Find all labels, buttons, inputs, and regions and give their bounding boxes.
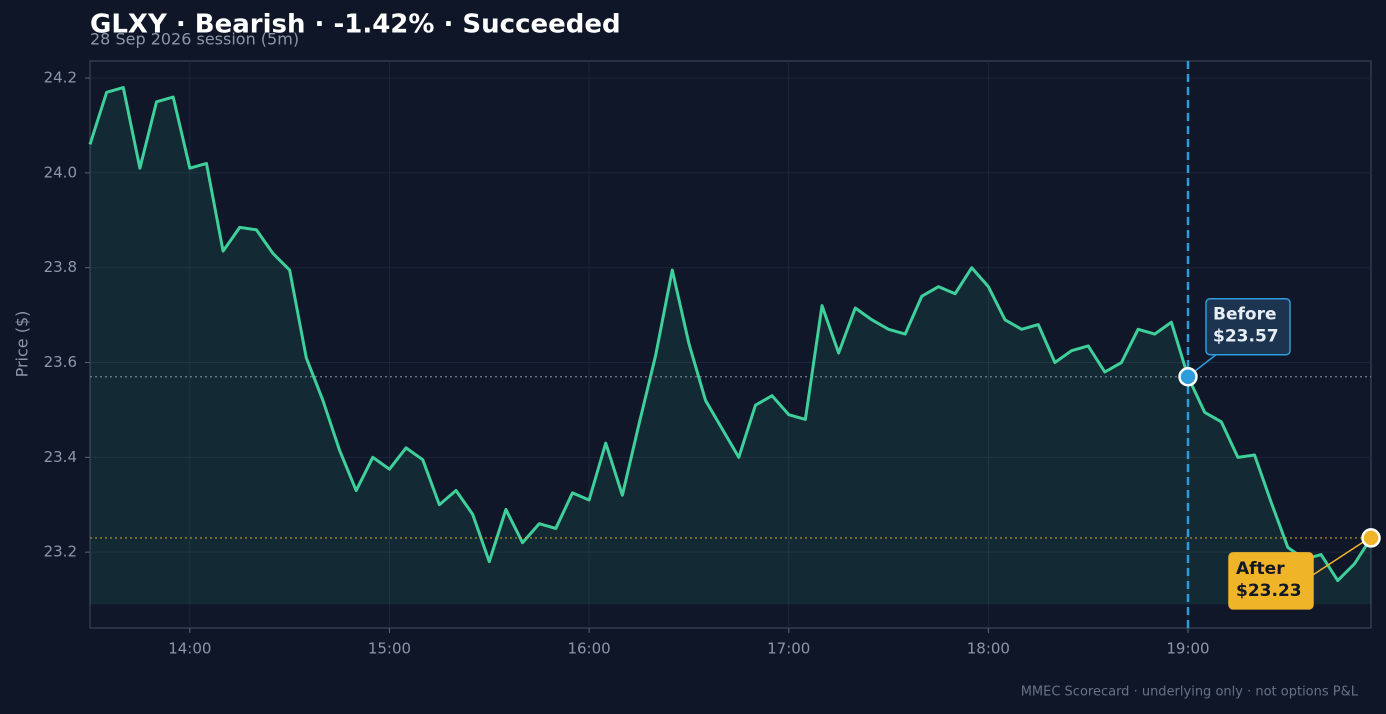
y-tick-label: 24.2 xyxy=(44,69,77,87)
y-tick-label: 23.2 xyxy=(44,543,77,561)
annotation-value: $23.23 xyxy=(1236,581,1302,601)
x-tick-label: 18:00 xyxy=(967,640,1010,658)
line xyxy=(88,86,1373,583)
y-tick-label: 23.6 xyxy=(44,353,77,371)
footer: MMEC Scorecard · underlying only · not o… xyxy=(1021,685,1359,700)
chart-title: GLXY · Bearish · -1.42% · Succeeded xyxy=(90,10,621,40)
y-tick-label: 23.8 xyxy=(44,258,77,276)
x-tick-label: 19:00 xyxy=(1166,640,1209,658)
annotation: After$23.23 xyxy=(1228,540,1366,610)
annotation-arrow xyxy=(1193,354,1217,373)
annotation-label: Before xyxy=(1213,305,1276,325)
y-tick-label: 24.0 xyxy=(44,163,77,181)
area xyxy=(90,87,1371,605)
x-tick-label: 15:00 xyxy=(368,640,411,658)
annotation: Before$23.57 xyxy=(1193,297,1291,373)
y-tick-label: 23.4 xyxy=(44,448,77,466)
annotation-value: $23.57 xyxy=(1213,327,1279,347)
x-tick-label: 17:00 xyxy=(767,640,810,658)
x-tick-label: 16:00 xyxy=(567,640,610,658)
x-tick-label: 14:00 xyxy=(168,640,211,658)
annotation-box xyxy=(1205,297,1291,356)
marker xyxy=(1361,528,1381,548)
marker xyxy=(1178,366,1198,387)
chart-subtitle: 28 Sep 2026 session (5m) xyxy=(90,30,299,49)
annotation-box xyxy=(1228,552,1314,610)
annotation-arrow xyxy=(1312,540,1366,576)
y-axis-label: Price ($) xyxy=(13,311,32,378)
annotation-label: After xyxy=(1236,559,1285,579)
